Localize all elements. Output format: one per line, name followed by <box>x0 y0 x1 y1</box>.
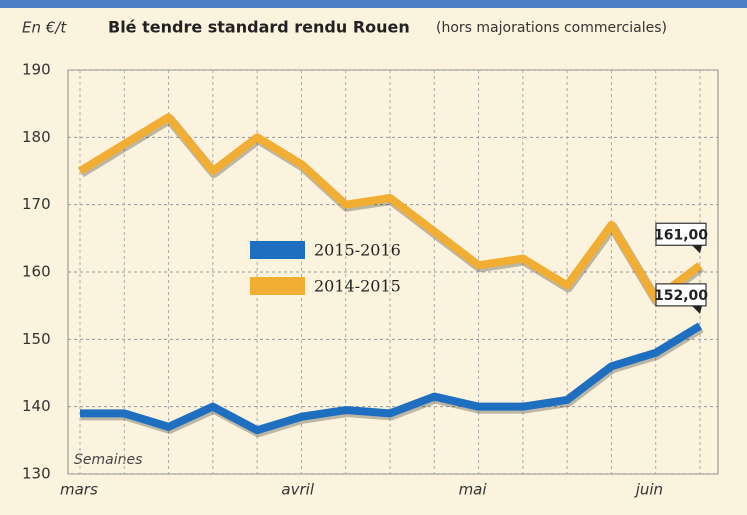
legend-label: 2015-2016 <box>314 241 401 260</box>
y-tick-label: 140 <box>22 397 51 415</box>
series-line <box>77 113 703 303</box>
y-tick-label: 170 <box>22 195 51 213</box>
legend-label: 2014-2015 <box>314 277 401 296</box>
x-tick-label: mai <box>459 481 488 499</box>
y-tick-label: 130 <box>22 465 51 483</box>
top-band <box>0 0 747 8</box>
x-tick-label: avril <box>281 481 314 499</box>
chart-title: Blé tendre standard rendu Rouen <box>108 18 410 37</box>
y-tick-label: 190 <box>22 61 51 79</box>
legend-swatch <box>250 241 305 259</box>
value-label-box <box>655 222 707 246</box>
value-label: 161,00 <box>654 227 708 243</box>
value-label-pointer <box>692 245 702 254</box>
value-label-box <box>655 283 707 307</box>
y-tick-label: 150 <box>22 330 51 348</box>
y-tick-label: 160 <box>22 263 51 281</box>
x-tick-label: juin <box>634 481 663 499</box>
legend-swatch <box>250 277 305 295</box>
value-label-pointer <box>692 305 702 314</box>
chart-subtitle: (hors majorations commerciales) <box>436 20 667 36</box>
y-tick-label: 180 <box>22 128 51 146</box>
series-line <box>80 322 703 435</box>
unit-label: En €/t <box>22 19 67 37</box>
annotation: Semaines <box>74 452 142 468</box>
x-tick-label: mars <box>60 481 98 499</box>
value-label: 152,00 <box>654 288 708 304</box>
